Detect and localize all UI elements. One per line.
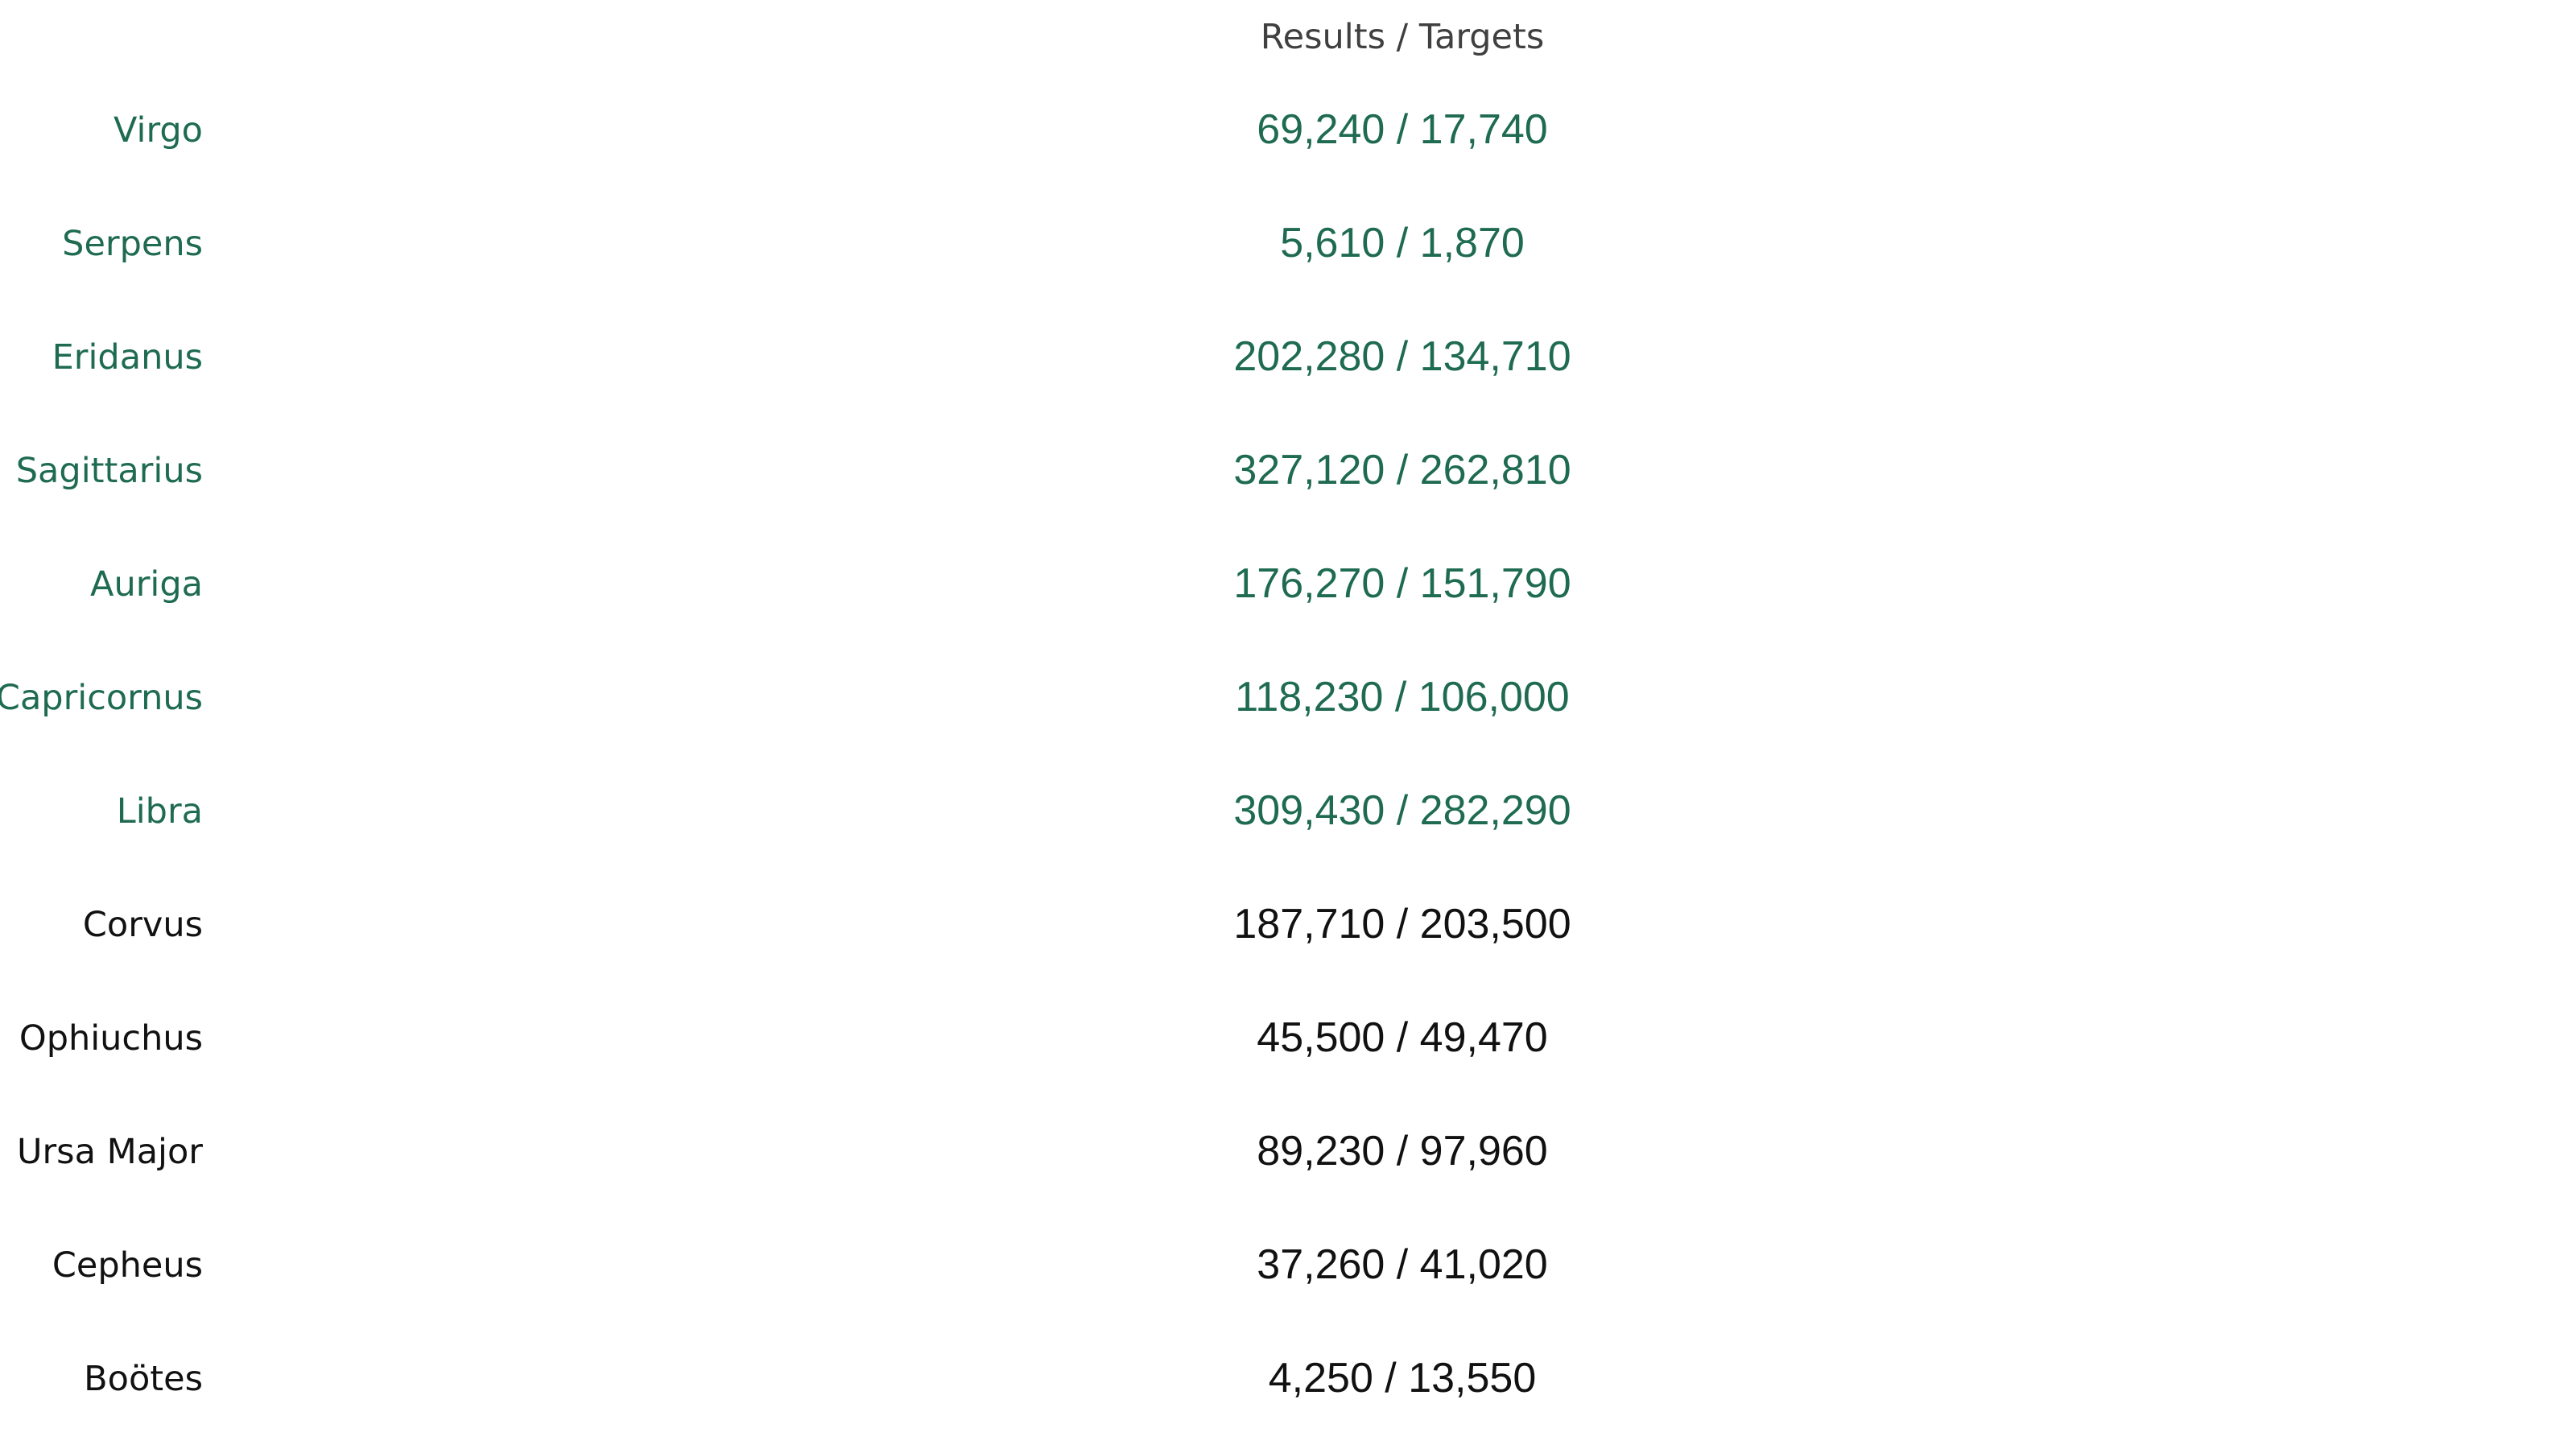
row-value: 69,240 / 17,740	[1257, 106, 1547, 153]
row-value: 176,270 / 151,790	[1233, 560, 1571, 607]
row-value: 309,430 / 282,290	[1233, 787, 1571, 834]
row-label: Eridanus	[52, 337, 203, 378]
row-value: 4,250 / 13,550	[1269, 1355, 1537, 1402]
row-label: Corvus	[83, 905, 203, 945]
row-label: Serpens	[62, 224, 203, 264]
row-value: 118,230 / 106,000	[1235, 674, 1569, 720]
row-value: 327,120 / 262,810	[1233, 447, 1571, 493]
row-label: Cepheus	[52, 1245, 203, 1286]
row-label: Ophiuchus	[19, 1018, 203, 1059]
row-label: Auriga	[90, 564, 203, 605]
row-value: 187,710 / 203,500	[1233, 901, 1571, 947]
row-label: Libra	[117, 791, 203, 832]
row-value: 202,280 / 134,710	[1233, 333, 1571, 380]
row-label: Boötes	[84, 1359, 203, 1399]
row-label: Capricornus	[0, 678, 203, 718]
row-value: 5,610 / 1,870	[1280, 220, 1525, 266]
row-label: Ursa Major	[17, 1132, 203, 1172]
column-header: Results / Targets	[1261, 17, 1545, 57]
row-value: 37,260 / 41,020	[1257, 1241, 1547, 1288]
row-value: 89,230 / 97,960	[1257, 1128, 1547, 1174]
row-label: Virgo	[114, 110, 203, 151]
row-value: 45,500 / 49,470	[1257, 1014, 1547, 1061]
row-label: Sagittarius	[16, 451, 203, 491]
table-rows: Virgo 69,240 / 17,740 Serpens 5,610 / 1,870…	[0, 106, 1571, 1402]
